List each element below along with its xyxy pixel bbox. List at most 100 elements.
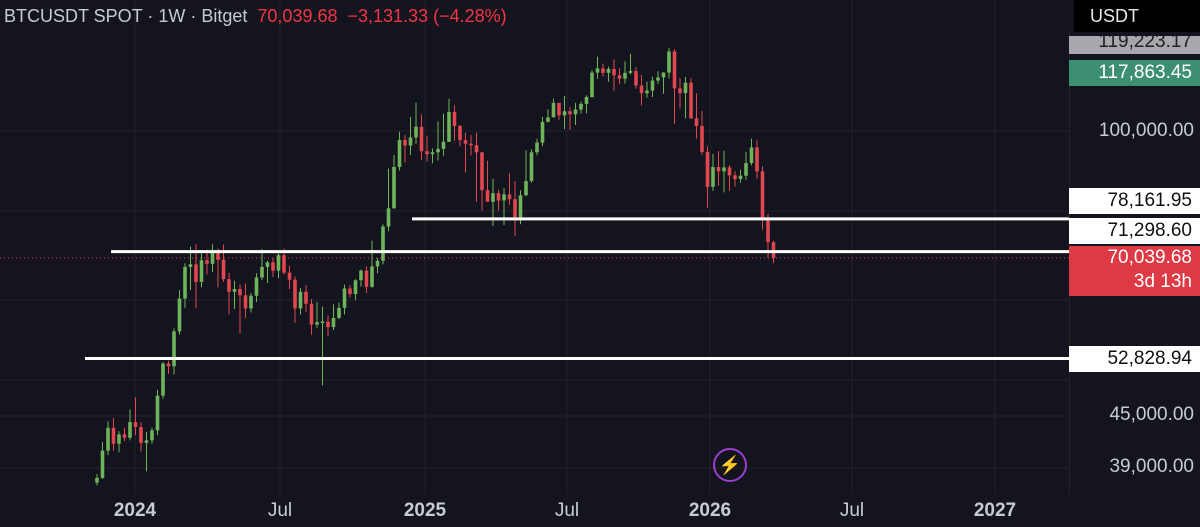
lightning-bolt-icon[interactable]: ⚡ xyxy=(713,448,747,482)
candle-body xyxy=(243,295,248,309)
candle-body xyxy=(221,259,226,280)
candle-up xyxy=(392,154,396,209)
candle-up xyxy=(584,95,589,114)
candle-body xyxy=(469,143,473,146)
candle-down xyxy=(705,146,710,208)
candle-up xyxy=(331,304,336,331)
candle-down xyxy=(700,110,704,155)
candle-up xyxy=(144,431,149,472)
candle-body xyxy=(447,111,451,142)
candle-body xyxy=(749,147,754,164)
upper-price-tag: 119,223.17 xyxy=(1069,36,1200,54)
candle-up xyxy=(441,113,446,156)
candle-up xyxy=(529,149,534,183)
candle-body xyxy=(144,440,149,443)
candle-body xyxy=(452,111,457,127)
candle-body xyxy=(425,151,429,155)
candle-up xyxy=(249,292,253,313)
candle-body xyxy=(397,140,402,167)
candle-body xyxy=(606,68,611,73)
candle-up xyxy=(573,102,578,125)
candle-body xyxy=(117,434,121,444)
candle-body xyxy=(524,181,528,196)
candle-body xyxy=(95,477,99,483)
candle-up xyxy=(540,117,545,147)
candle-body xyxy=(683,82,688,94)
candle-body xyxy=(738,175,743,180)
candle-down xyxy=(243,283,248,318)
candle-down xyxy=(727,165,732,192)
candle-up xyxy=(414,102,418,144)
candle-down xyxy=(463,132,468,173)
candle-body xyxy=(716,166,721,172)
candle-body xyxy=(100,450,105,478)
candle-body xyxy=(546,117,550,122)
candle-down xyxy=(348,285,352,298)
candle-down xyxy=(364,266,369,293)
candle-body xyxy=(760,171,765,219)
level-tag-1: 78,161.95 xyxy=(1069,188,1200,214)
candle-up xyxy=(128,409,132,441)
candle-body xyxy=(188,264,193,267)
symbol-info[interactable]: BTCUSDT SPOT · 1W · Bitget xyxy=(4,6,248,26)
candle-body xyxy=(381,226,385,261)
time-axis-label: Jul xyxy=(267,500,293,521)
candle-down xyxy=(238,284,242,334)
candle-body xyxy=(474,145,479,153)
candle-body xyxy=(364,270,369,287)
candle-up xyxy=(667,48,671,79)
candle-body xyxy=(601,68,605,73)
candle-body xyxy=(480,152,484,191)
candle-up xyxy=(524,150,528,197)
candle-body xyxy=(705,151,710,187)
currency-unit[interactable]: USDT xyxy=(1074,0,1200,32)
last-price-tag-value: 70,039.68 xyxy=(1107,247,1192,268)
candle-body xyxy=(370,266,374,287)
candle-body xyxy=(408,137,413,146)
candle-body xyxy=(612,68,616,76)
candle-down xyxy=(139,422,143,452)
candle-down xyxy=(678,78,682,109)
candle-up xyxy=(408,117,413,155)
candle-down xyxy=(403,134,407,163)
candle-up xyxy=(744,151,748,180)
candle-body xyxy=(111,427,116,444)
candle-body xyxy=(260,266,264,278)
candle-up xyxy=(650,76,655,98)
candle-body xyxy=(298,291,303,309)
candle-up xyxy=(551,98,556,118)
chart-grid xyxy=(0,0,1069,494)
candle-body xyxy=(414,126,418,138)
candle-up xyxy=(397,131,402,171)
candle-down xyxy=(194,244,198,309)
candle-up xyxy=(155,389,160,436)
candle-up xyxy=(683,76,688,119)
candle-body xyxy=(128,422,132,438)
candle-up xyxy=(386,168,391,232)
candle-body xyxy=(276,255,281,271)
candle-body xyxy=(689,82,693,119)
candle-body xyxy=(595,68,600,73)
candle-down xyxy=(496,189,501,211)
candle-up xyxy=(656,71,660,85)
candle-body xyxy=(265,262,270,267)
candle-body xyxy=(403,140,407,146)
candle-body xyxy=(518,195,523,218)
candle-body xyxy=(287,272,292,280)
candle-body xyxy=(485,190,490,202)
candle-down xyxy=(227,272,231,315)
candle-body xyxy=(513,199,517,218)
candle-body xyxy=(711,166,715,187)
candle-up xyxy=(628,53,633,75)
candle-body xyxy=(733,175,737,180)
candle-up xyxy=(375,258,380,274)
candle-body xyxy=(551,102,556,118)
candle-body xyxy=(326,321,330,328)
candle-up xyxy=(353,279,358,301)
candle-body xyxy=(540,121,545,143)
candle-body xyxy=(304,291,308,304)
candle-body xyxy=(568,111,572,115)
candle-up xyxy=(320,306,325,386)
candle-down xyxy=(216,248,220,288)
